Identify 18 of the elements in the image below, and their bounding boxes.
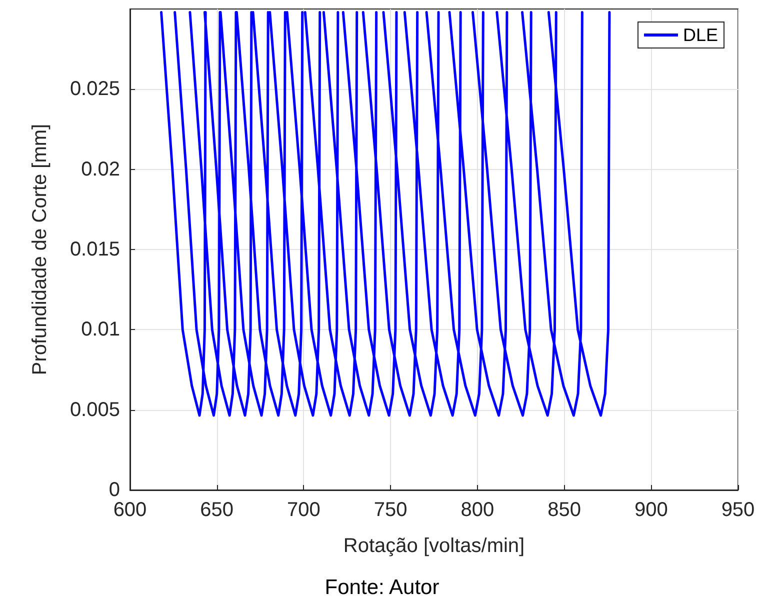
x-tick-label: 700	[287, 499, 320, 521]
y-tick-label: 0.025	[70, 78, 120, 100]
y-tick-label: 0.005	[70, 398, 120, 421]
x-tick-label: 900	[634, 499, 668, 521]
y-tick-label: 0	[108, 479, 120, 501]
x-tick-label: 850	[548, 499, 581, 521]
x-tick-label: 750	[374, 499, 408, 521]
y-tick-label: 0.015	[70, 238, 120, 260]
source-note: Fonte: Autor	[324, 576, 440, 599]
x-tick-label: 650	[200, 499, 234, 521]
y-axis-title: Profundidade de Corte [mm]	[29, 124, 51, 376]
x-tick-label: 950	[721, 499, 755, 521]
legend-label: DLE	[682, 25, 718, 45]
y-tick-label: 0.01	[81, 318, 120, 341]
x-tick-label: 800	[460, 499, 494, 521]
y-tick-label: 0.02	[81, 158, 120, 180]
x-axis-title: Rotação [voltas/min]	[343, 535, 525, 557]
x-tick-label: 600	[113, 499, 147, 521]
